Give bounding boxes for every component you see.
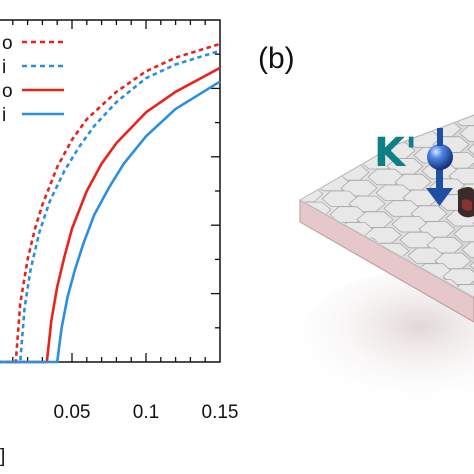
partial-object-highlight	[462, 199, 472, 211]
series-line-1	[0, 49, 221, 364]
hexagon-cell	[255, 123, 291, 139]
series-line-2	[0, 66, 221, 364]
legend-label: o	[2, 81, 13, 102]
k-prime-label: K'	[374, 130, 417, 176]
hexagon-cell	[461, 241, 474, 258]
hexagon-cell	[239, 92, 275, 108]
illustration-panel-b: (b) K'	[220, 42, 474, 410]
hexagon-cell	[326, 264, 364, 282]
hexagon-cell	[455, 68, 474, 84]
hexagon-cell	[274, 97, 310, 113]
hexagon-cell	[382, 85, 418, 101]
hexagon-cell	[428, 63, 464, 79]
hexagon-cell	[220, 103, 256, 119]
hexagon-cell	[302, 196, 305, 213]
hexagon-cell	[302, 116, 319, 129]
hexagon-cell	[335, 116, 373, 123]
hexagon-cell	[463, 84, 474, 100]
legend-label: i	[2, 57, 6, 78]
hexagon-cell	[302, 154, 308, 171]
hexagon-cell	[302, 170, 316, 187]
hexagon-cell	[302, 116, 338, 118]
x-ticks	[12, 20, 206, 362]
spin-up-ball-icon	[427, 144, 453, 170]
hexagon-cell	[302, 243, 329, 261]
panel-b-label: (b)	[258, 42, 295, 75]
hexagon-cell	[409, 90, 445, 106]
hexagon-cell	[320, 75, 356, 91]
hexagon-cell	[324, 148, 362, 165]
hexagon-cell	[293, 86, 329, 102]
hexagon-cell	[318, 248, 356, 266]
hexagon-cell	[266, 81, 302, 97]
spin-stem-top	[437, 128, 443, 146]
hexagon-cell	[416, 116, 454, 122]
plot-frame	[0, 19, 221, 363]
hexagon-cell	[467, 141, 474, 158]
hexagon-cell	[459, 125, 474, 142]
hexagon-cell	[374, 69, 410, 85]
hexagon-cell	[302, 259, 337, 276]
hexagon-cell	[472, 215, 474, 232]
slab-shadow	[300, 270, 474, 410]
hexagon-cell	[436, 79, 472, 95]
x-tick-label: 0.05	[54, 402, 91, 423]
hexagon-cell	[355, 96, 391, 112]
y-ticks	[211, 53, 220, 329]
legend-label: o	[2, 33, 13, 54]
hexagon-cell	[444, 94, 474, 110]
hexagon-cell	[263, 139, 299, 155]
hexagon-cell	[260, 181, 296, 197]
hexagon-cell	[302, 143, 335, 160]
hexagon-cell	[247, 108, 283, 124]
hexagon-cell	[401, 74, 437, 90]
hexagon-cell	[228, 118, 264, 134]
hexagon-cell	[389, 116, 427, 117]
x-axis-label: ]	[0, 446, 5, 467]
series-line-0	[0, 42, 221, 364]
hexagon-cell	[469, 257, 474, 274]
series-lines	[0, 42, 221, 364]
hexagon-cell	[453, 225, 474, 243]
spin-down-arrow-icon	[426, 168, 453, 206]
series-line-3	[0, 80, 221, 364]
hexagon-cell	[347, 80, 383, 96]
hexagon-cell	[362, 116, 400, 128]
hexagon-cell	[244, 150, 280, 166]
x-tick-label: 0.15	[202, 402, 239, 423]
hexagon-cell	[316, 132, 354, 150]
hexagon-cell	[302, 127, 327, 144]
hexagon-cell	[328, 91, 364, 107]
x-tick-labels: 0.05 0.1 0.15	[54, 402, 239, 423]
hexagon-cell	[308, 116, 346, 134]
legend-label: i	[2, 105, 6, 126]
hexagon-cell	[236, 134, 272, 150]
hexagon-cell	[305, 159, 343, 176]
x-tick-label: 0.1	[133, 402, 159, 423]
hexagon-cell	[252, 166, 288, 182]
